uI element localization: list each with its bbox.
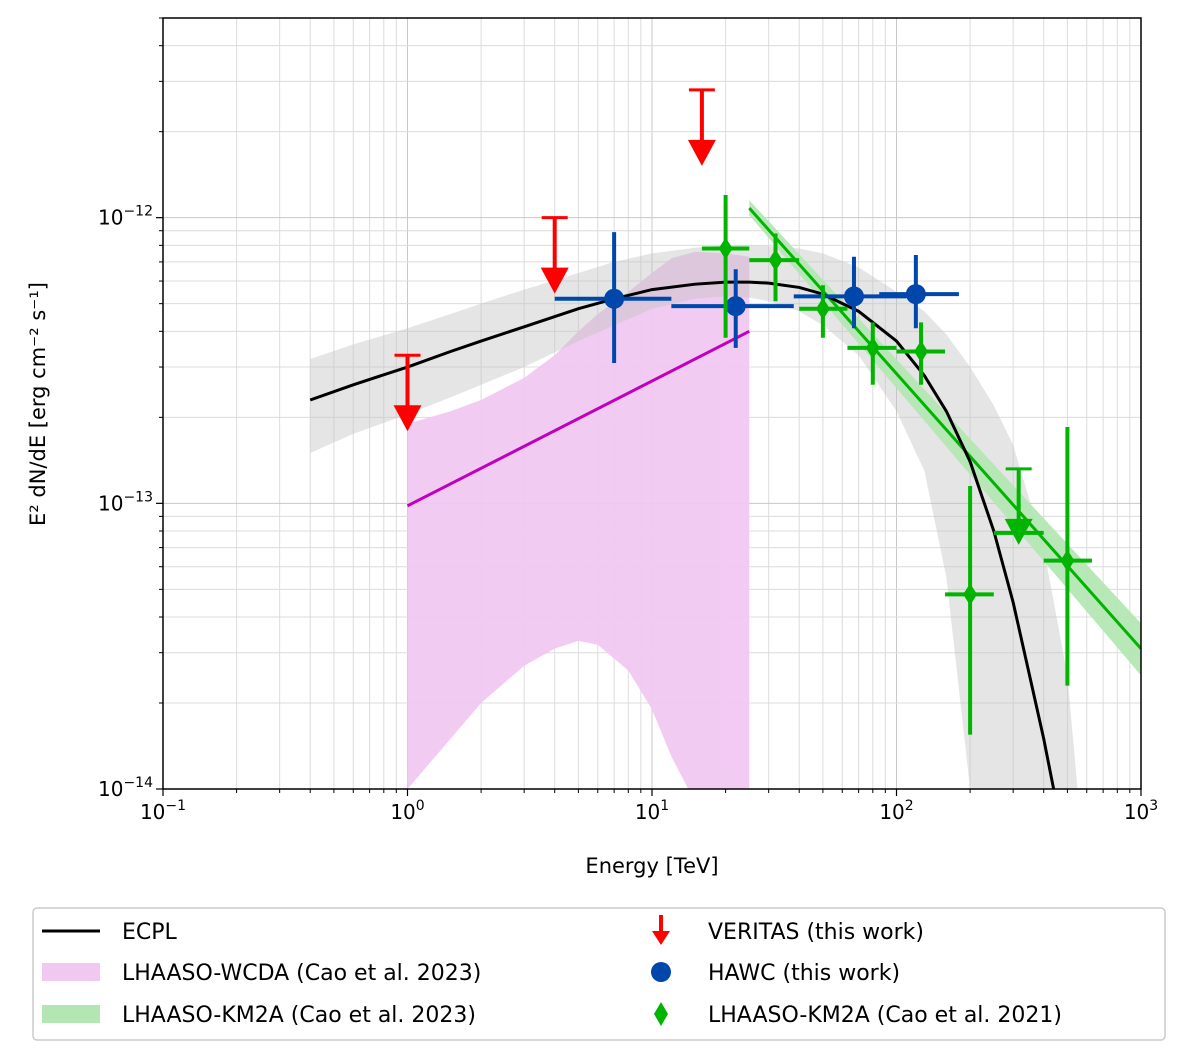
km2a-2021-marker: [1060, 549, 1075, 572]
legend-item: LHAASO-WCDA (Cao et al. 2023): [42, 961, 481, 986]
upper-limit-arrowhead: [1004, 518, 1033, 545]
x-tick-label: 101: [635, 798, 669, 824]
legend-swatch-diamond: [654, 1002, 668, 1026]
legend-item: ECPL: [42, 920, 178, 945]
y-axis-label: E² dN/dE [erg cm⁻² s⁻¹]: [26, 282, 50, 526]
legend-swatch-arrowhead: [652, 931, 670, 945]
km2a-2021-point: [847, 322, 897, 385]
km2a-2021-point: [749, 233, 800, 302]
x-axis-label: Energy [TeV]: [585, 854, 718, 878]
y-tick-label: 10−13: [98, 489, 153, 515]
km2a-2023-band: [749, 200, 1141, 676]
km2a-2021-point: [945, 485, 994, 735]
km2a-2021-marker: [865, 336, 880, 359]
legend-label: LHAASO-KM2A (Cao et al. 2023): [122, 1003, 476, 1028]
legend-swatch-patch: [42, 963, 100, 981]
km2a-2021-marker: [768, 249, 783, 272]
x-tick-label: 10−1: [140, 798, 186, 824]
km2a-2021-marker: [914, 340, 929, 363]
ecpl-band: [310, 245, 1078, 789]
legend-item: VERITAS (this work): [652, 915, 924, 945]
hawc-marker: [604, 288, 625, 309]
veritas-upper-limit: [687, 88, 716, 166]
km2a-2023-line: [748, 207, 1141, 650]
hawc-marker: [725, 296, 746, 317]
legend-item: HAWC (this work): [651, 961, 900, 986]
x-tick-label: 100: [390, 798, 424, 824]
y-tick-label: 10−12: [98, 204, 153, 230]
km2a-2021-point: [896, 322, 946, 385]
km2a-2021-point: [1043, 427, 1092, 686]
km2a-2021-marker: [815, 297, 830, 320]
km2a-2021-upper-limit: [993, 467, 1044, 545]
x-tick-label: 102: [879, 798, 913, 824]
km2a-2021-marker: [718, 237, 733, 260]
km2a-2021-point: [799, 285, 848, 338]
legend: ECPL LHAASO-WCDA (Cao et al. 2023) LHAASO-…: [32, 907, 1166, 1041]
upper-limit-arrowhead: [540, 267, 569, 294]
km2a-2021-marker: [963, 583, 978, 606]
legend-frame: [32, 907, 1166, 1041]
legend-label: HAWC (this work): [708, 961, 900, 986]
x-tick-label: 103: [1124, 798, 1158, 824]
legend-label: ECPL: [122, 920, 178, 945]
legend-label: LHAASO-KM2A (Cao et al. 2021): [708, 1003, 1062, 1028]
legend-item: LHAASO-KM2A (Cao et al. 2021): [654, 1002, 1062, 1028]
veritas-upper-limit: [393, 353, 422, 432]
hawc-point: [671, 269, 794, 348]
veritas-upper-limit: [540, 216, 569, 294]
km2a-2021-point: [701, 195, 750, 338]
wcda-band: [407, 251, 750, 789]
legend-swatch-circle: [651, 962, 671, 982]
hawc-marker: [843, 286, 864, 307]
upper-limit-arrowhead: [393, 405, 422, 432]
hawc-marker: [905, 284, 926, 305]
wcda-line: [406, 330, 750, 508]
upper-limit-arrowhead: [687, 139, 716, 166]
legend-swatch-patch: [42, 1005, 100, 1023]
hawc-point: [879, 255, 959, 329]
data-points: [393, 88, 1092, 735]
y-tick-label: 10−14: [98, 775, 153, 801]
legend-label: VERITAS (this work): [708, 920, 924, 945]
axis-ticks: 10−1 100 101 102 103 10−14 10−13 10−12: [98, 17, 1158, 824]
hawc-point: [793, 256, 907, 329]
hawc-point: [554, 232, 672, 363]
legend-item: LHAASO-KM2A (Cao et al. 2023): [42, 1003, 476, 1028]
legend-label: LHAASO-WCDA (Cao et al. 2023): [122, 961, 481, 986]
